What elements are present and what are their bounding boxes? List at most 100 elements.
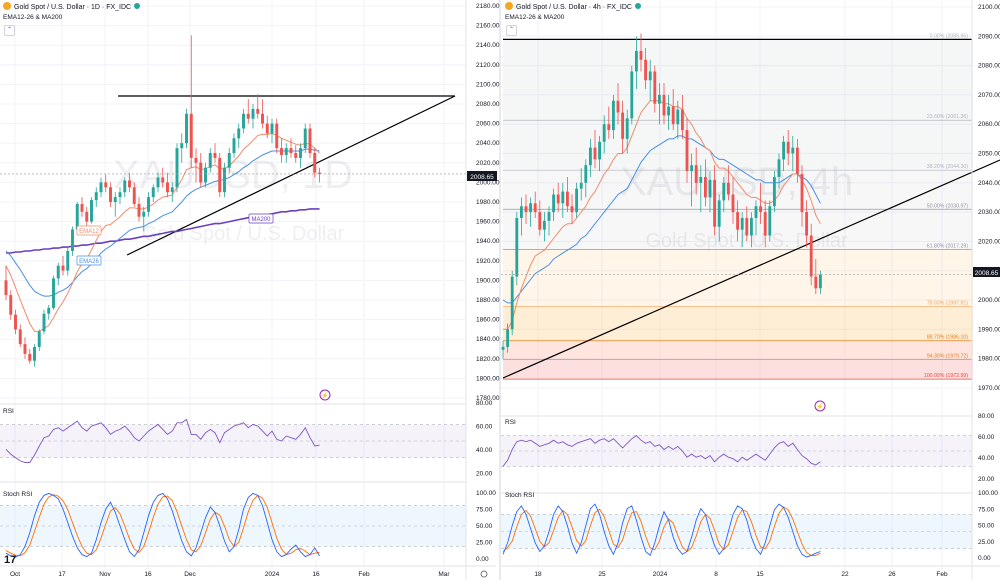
time-tick-label: 25 (598, 571, 606, 578)
candle-body (109, 187, 112, 202)
right-price-tick: 2050.00 (978, 151, 1000, 158)
left-price-tick: 1900.00 (476, 277, 500, 284)
candle-body (208, 153, 212, 168)
right-price-tick: 2020.00 (978, 238, 1000, 245)
left-price-tick: 2120.00 (476, 62, 500, 69)
candle-body (768, 206, 772, 236)
stoch-k-line (502, 503, 821, 558)
stoch-k-line (5, 492, 320, 558)
rsi-line (5, 418, 320, 463)
left-rsi-tick: 40.00 (476, 447, 493, 454)
fib-zone (503, 340, 973, 360)
candle-body (634, 50, 638, 72)
ema26-line (502, 135, 821, 304)
candle-body (261, 113, 264, 124)
candle-body (763, 212, 767, 236)
right-price-tick: 2100.00 (978, 4, 1000, 11)
candle-body (611, 100, 615, 131)
candle-body (722, 182, 726, 201)
left-price-tick: 2140.00 (476, 42, 500, 49)
right-price-tick: 1980.00 (978, 356, 1000, 363)
lightning-icon: ⚡ (816, 403, 823, 411)
eye-icon[interactable] (134, 3, 141, 9)
candle-body (565, 191, 569, 207)
candle-body (23, 344, 27, 354)
candle-body (653, 71, 657, 104)
candle-body (662, 94, 666, 116)
candle-body (680, 109, 684, 131)
right-stoch-tick: 75.00 (978, 506, 995, 513)
candle-body (94, 192, 98, 201)
time-tick-label: Feb (358, 571, 370, 578)
candle-body (515, 217, 519, 277)
candle-body (299, 148, 302, 158)
right-price-tick: 2030.00 (978, 209, 1000, 216)
ma-label-box (76, 225, 102, 236)
right-indicator-label[interactable]: EMA12-26 & MA200 (505, 14, 565, 21)
left-price-tick: 1840.00 (476, 336, 500, 343)
candle-body (791, 147, 795, 154)
right-price-tick: 2000.00 (978, 297, 1000, 304)
left-chart-header[interactable]: Gold Spot / U.S. Dollar · 1D · FX_IDC (3, 2, 141, 11)
fib-level-label: 78.60% (1997.81) (927, 300, 969, 306)
left-indicator-label[interactable]: EMA12-26 & MA200 (3, 14, 63, 21)
candle-body (533, 203, 537, 213)
right-chart-header[interactable]: Gold Spot / U.S. Dollar · 4h · FX_IDC (505, 2, 641, 11)
candle-body (313, 153, 317, 173)
left-stoch-label: Stoch RSI (3, 491, 32, 498)
candle-body (14, 314, 17, 330)
candle-body (630, 71, 634, 119)
candle-body (814, 276, 818, 289)
time-tick-label: 16 (312, 571, 320, 578)
fib-zone (503, 306, 973, 341)
candle-body (318, 172, 321, 174)
tradingview-logo-icon: 17 (4, 554, 16, 566)
collapse-indicators-button[interactable]: ⌃ (506, 25, 517, 36)
candle-body (294, 153, 298, 158)
rsi-line (502, 435, 821, 467)
time-tick-label: 17 (58, 571, 66, 578)
left-price-tick: 2000.00 (476, 179, 500, 186)
ma-label-ema26: EMA26 (79, 259, 99, 265)
candle-body (123, 180, 127, 193)
candle-body (772, 176, 776, 207)
eye-icon[interactable] (634, 3, 641, 9)
time-tick-label: 18 (534, 571, 542, 578)
candle-body (170, 187, 174, 193)
fib-zone (503, 359, 973, 380)
time-tick-label: 8 (714, 571, 718, 578)
stoch-band (0, 505, 466, 547)
candle-body (584, 165, 588, 183)
right-rsi-tick: 40.00 (978, 455, 995, 462)
candle-body (132, 187, 136, 204)
candle-body (519, 206, 523, 218)
candle-body (9, 295, 13, 315)
fib-level-label: 61.80% (2017.29) (927, 243, 969, 249)
candle-body (237, 128, 241, 139)
right-stoch-tick: 0.00 (978, 555, 991, 562)
fib-level-label: 88.70% (1986.10) (927, 335, 969, 341)
right-price-tick: 1970.00 (978, 385, 1000, 392)
collapse-indicators-button[interactable]: ⌃ (4, 25, 15, 36)
fib-level-label: 38.20% (2044.30) (927, 164, 969, 170)
candle-body (80, 203, 84, 212)
chart-watermark-subtitle: Gold Spot / U.S. Dollar (142, 223, 345, 245)
candle-body (625, 118, 629, 139)
right-price-tag: 2008.65 (975, 270, 999, 277)
time-tick-label: Oct (10, 571, 20, 578)
left-stoch-tick: 25.00 (476, 540, 493, 547)
left-price-tick: 1940.00 (476, 238, 500, 245)
candle-body (85, 211, 89, 222)
fib-level-label: 0.00% (2088.95) (930, 33, 969, 39)
candle-body (303, 128, 307, 149)
candle-body (99, 182, 103, 193)
left-stoch-tick: 75.00 (476, 507, 493, 514)
left-price-tick: 1820.00 (476, 356, 500, 363)
left-price-tick: 1980.00 (476, 199, 500, 206)
left-rsi-label: RSI (3, 408, 14, 415)
chevron-up-icon: ⌃ (6, 27, 13, 33)
candle-body (786, 141, 790, 154)
left-price-tag: 2008.65 (470, 174, 494, 181)
candle-body (265, 123, 269, 134)
